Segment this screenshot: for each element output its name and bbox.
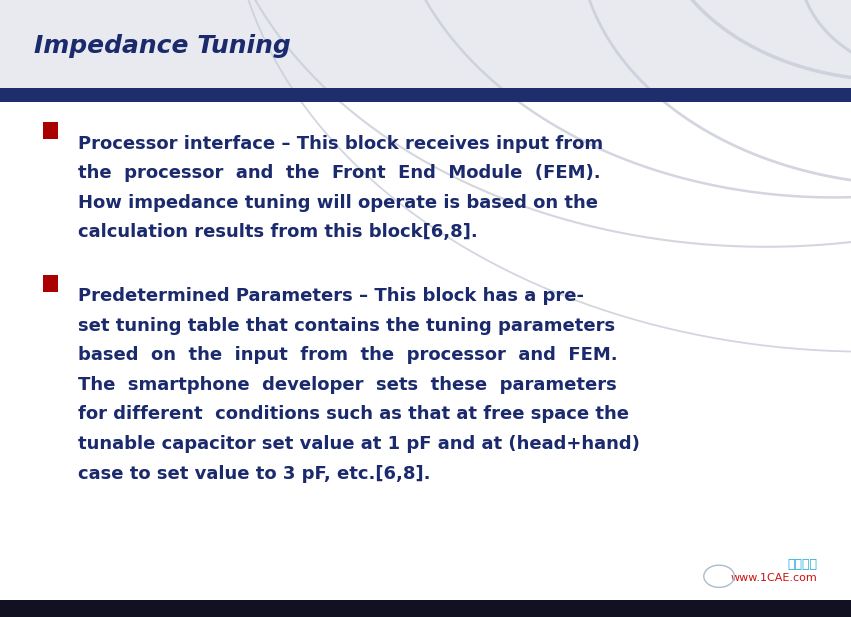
Text: www.1CAE.com: www.1CAE.com: [730, 573, 817, 583]
Text: case to set value to 3 pF, etc.[6,8].: case to set value to 3 pF, etc.[6,8].: [78, 465, 431, 482]
FancyBboxPatch shape: [43, 122, 58, 139]
FancyBboxPatch shape: [43, 275, 58, 292]
Text: How impedance tuning will operate is based on the: How impedance tuning will operate is bas…: [78, 194, 598, 212]
Text: Processor interface – This block receives input from: Processor interface – This block receive…: [78, 135, 603, 152]
Text: based  on  the  input  from  the  processor  and  FEM.: based on the input from the processor an…: [78, 346, 618, 364]
Text: 仿真在線: 仿真在線: [787, 558, 817, 571]
Text: tunable capacitor set value at 1 pF and at (head+hand): tunable capacitor set value at 1 pF and …: [78, 435, 640, 453]
FancyBboxPatch shape: [0, 600, 851, 617]
Text: The  smartphone  developer  sets  these  parameters: The smartphone developer sets these para…: [78, 376, 617, 394]
FancyBboxPatch shape: [0, 0, 851, 99]
FancyBboxPatch shape: [0, 88, 851, 102]
Text: set tuning table that contains the tuning parameters: set tuning table that contains the tunin…: [78, 317, 615, 334]
Text: Predetermined Parameters – This block has a pre-: Predetermined Parameters – This block ha…: [78, 287, 585, 305]
Text: Impedance Tuning: Impedance Tuning: [34, 35, 291, 58]
Text: the  processor  and  the  Front  End  Module  (FEM).: the processor and the Front End Module (…: [78, 164, 601, 182]
Text: for different  conditions such as that at free space the: for different conditions such as that at…: [78, 405, 629, 423]
Text: calculation results from this block[6,8].: calculation results from this block[6,8]…: [78, 223, 478, 241]
